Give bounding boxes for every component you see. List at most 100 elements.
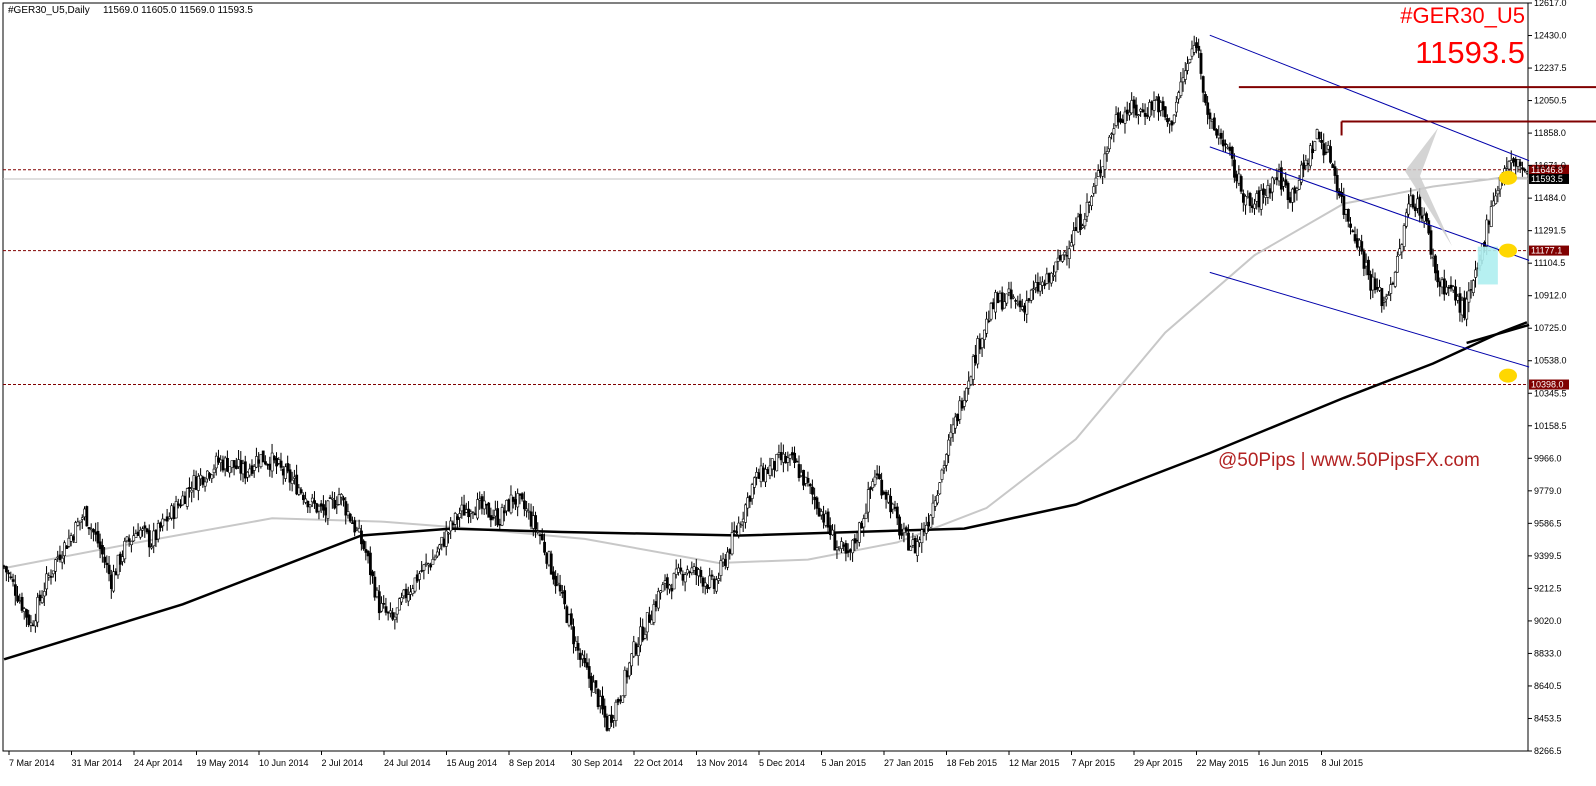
candle-body [1413,206,1417,212]
candle-body [221,459,225,471]
candle-body [739,524,743,527]
candle-body [987,320,991,323]
candle-body [1094,177,1098,186]
candle-body [1275,177,1279,180]
resistance-lines [1238,86,1596,136]
candle-body [270,452,274,472]
candle-body [462,504,466,516]
candle-body [364,549,368,553]
candle-body [572,626,575,645]
candle-body [460,504,464,512]
candle-body [746,497,750,509]
candle-body [569,613,573,625]
candle-body [281,468,285,476]
candle-body [518,493,522,496]
candle-body [596,689,600,707]
candle-body [228,466,232,474]
candle-body [190,489,194,493]
candle-body [288,469,292,483]
candle-body [916,541,919,556]
candle-body [38,594,42,602]
candle-body [250,465,254,474]
x-tick-label: 10 Jun 2014 [259,758,309,768]
candle-body [531,515,535,529]
candle-body [594,680,598,688]
candle-body [496,508,500,526]
candle-body [337,494,341,505]
candle-body [581,654,584,660]
candle-body [797,464,801,478]
candle-body [1005,293,1009,304]
candle-body [1244,196,1248,206]
candle-body [543,541,546,553]
candle-body [864,512,868,519]
candle-body [1440,279,1444,288]
candle-body [991,302,995,309]
channel-lines [1209,34,1530,368]
candle-body [1442,278,1446,295]
candle-body [1159,102,1163,111]
candle-body [710,574,714,577]
candle-body [1487,220,1491,225]
candle-body [692,566,696,571]
candle-body [230,460,234,468]
candle-body [974,354,977,364]
candle-body [1056,257,1060,262]
candle-body [788,454,792,459]
candle-body [549,553,553,575]
candle-body [246,471,249,478]
candle-body [1036,282,1040,292]
candle-body [636,646,640,657]
candle-body [1371,276,1375,291]
candle-body [11,579,15,582]
candle-body [875,473,879,476]
candle-body [750,484,754,499]
candle-body [554,575,558,587]
candle-body [920,529,924,544]
candle-body [826,511,830,528]
y-tick-label: 12237.5 [1534,63,1567,73]
candle-body [621,695,625,703]
candle-body [962,400,966,407]
candle-body [123,540,127,560]
candle-body [482,500,486,510]
candle-body [277,459,281,464]
candle-body [1121,119,1125,123]
candle-body [833,532,837,551]
candle-body [719,560,723,576]
candle-body [520,493,524,500]
candle-body [1170,121,1174,126]
candle-body [498,524,502,526]
candle-body [822,514,826,523]
candle-body [1128,112,1131,116]
candle-body [181,495,185,506]
candle-body [985,318,989,334]
candle-body [210,474,214,479]
candle-body [790,452,794,456]
candle-body [264,461,267,465]
candle-body [1242,193,1245,203]
candle-body [835,547,839,551]
candle-body [927,521,930,527]
current-price-label: 11593.5 [1531,174,1563,184]
channel-upper-line [1209,34,1530,162]
candle-body [770,458,774,470]
candle-body [561,591,564,594]
ohlc-values: 11569.0 11605.0 11569.0 11593.5 [103,5,253,16]
candle-body [431,558,435,565]
candle-body [1384,296,1388,300]
candle-body [449,520,453,532]
candle-body [400,597,404,603]
candle-body [395,607,399,615]
candle-body [1492,200,1495,207]
candle-body [900,532,904,536]
candle-body [1146,114,1149,117]
candle-body [951,424,955,434]
candle-body [159,522,162,528]
candle-body [201,476,205,485]
candle-body [824,513,828,526]
candle-body [1505,166,1509,169]
candle-body [1333,166,1337,176]
candle-body [933,500,937,507]
candle-body [1096,170,1100,177]
